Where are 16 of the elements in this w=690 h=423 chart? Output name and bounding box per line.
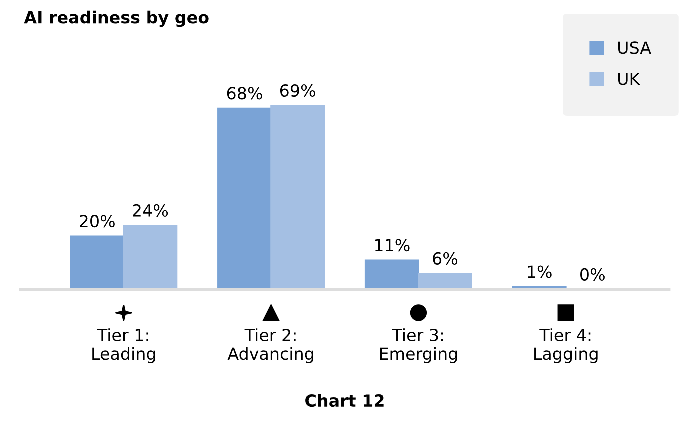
data-label: 24%: [133, 204, 168, 217]
data-label: 6%: [433, 252, 458, 265]
x-tick-label: Tier 4: Lagging: [534, 328, 598, 364]
x-tick-label: Tier 3: Emerging: [380, 328, 458, 364]
legend-label: USA: [618, 42, 652, 54]
caption: Chart 12: [306, 394, 384, 408]
data-label: 69%: [280, 84, 316, 98]
data-label: 0%: [580, 268, 605, 281]
x-tick-label: Tier 2: Advancing: [228, 328, 314, 364]
data-label: 1%: [528, 266, 552, 278]
chart-title: AI readiness by geo: [24, 10, 209, 28]
data-label: 68%: [227, 87, 262, 100]
data-label: 11%: [375, 239, 410, 252]
x-tick-label: Tier 1: Leading: [92, 328, 156, 364]
data-label: 20%: [80, 215, 115, 228]
legend-label: UK: [618, 72, 641, 86]
